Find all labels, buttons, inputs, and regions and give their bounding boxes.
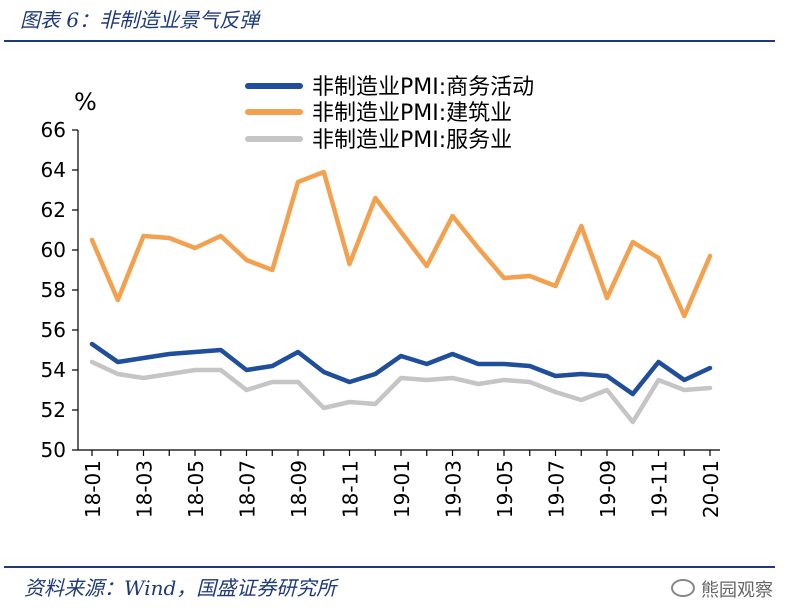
legend-label: 非制造业PMI:建筑业: [312, 101, 512, 126]
y-tick-label: 66: [41, 118, 66, 142]
y-tick-label: 50: [41, 438, 66, 462]
x-tick-label: 18-05: [184, 460, 208, 518]
y-tick-label: 60: [41, 238, 66, 262]
x-tick-label: 19-11: [648, 460, 672, 518]
x-tick-label: 18-01: [81, 460, 105, 518]
x-tick-label: 18-11: [339, 460, 363, 518]
series-line: [89, 169, 713, 319]
watermark-text: 熊园观察: [701, 580, 773, 601]
x-tick-label: 18-09: [287, 460, 311, 518]
x-tick-label: 18-03: [133, 460, 157, 518]
y-tick-label: 54: [41, 358, 66, 382]
series-line: [89, 359, 713, 425]
wechat-icon: [671, 579, 695, 597]
y-tick-label: 52: [41, 398, 66, 422]
top-rule: [4, 40, 775, 42]
x-tick-label: 19-03: [442, 460, 466, 518]
y-tick-label: 58: [41, 278, 66, 302]
x-tick-label: 19-07: [545, 460, 569, 518]
legend-label: 非制造业PMI:商务活动: [312, 75, 534, 100]
y-tick-label: 56: [41, 318, 66, 342]
x-tick-label: 19-01: [390, 460, 414, 518]
y-tick-label: 62: [41, 198, 66, 222]
figure-title: 图表 6：非制造业景气反弹: [20, 8, 260, 32]
x-tick-label: 19-05: [493, 460, 517, 518]
series-line: [89, 341, 713, 397]
watermark: 熊园观察: [671, 576, 773, 602]
y-tick-label: 64: [41, 158, 66, 182]
y-unit-label: %: [74, 88, 97, 116]
x-tick-label: 20-01: [699, 460, 723, 518]
x-tick-label: 18-07: [236, 460, 260, 518]
bottom-rule: [4, 566, 775, 568]
legend-label: 非制造业PMI:服务业: [312, 128, 512, 153]
x-tick-label: 19-09: [596, 460, 620, 518]
source-note: 资料来源：Wind，国盛证券研究所: [24, 576, 337, 600]
